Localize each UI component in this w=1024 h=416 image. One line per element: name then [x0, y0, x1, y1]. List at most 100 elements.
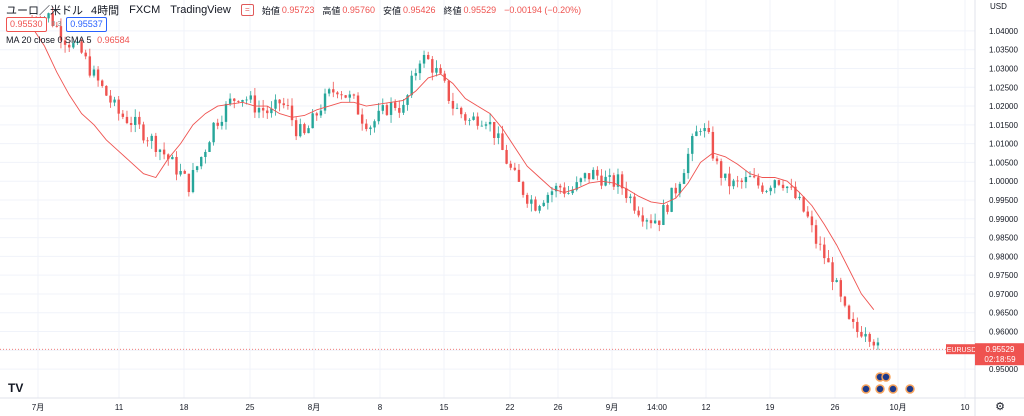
price-tick-label: 0.99500 [989, 196, 1018, 205]
candle [868, 332, 871, 347]
candle [63, 36, 67, 53]
trade-buttons: 0.95530 0.3 0.95537 [6, 17, 107, 32]
candle [233, 97, 236, 109]
event-marker-icon [881, 372, 891, 382]
candle-body [290, 105, 294, 121]
candle [818, 236, 822, 251]
candle [526, 192, 529, 208]
candle-body [847, 305, 851, 319]
time-axis[interactable]: 7月 11 18 25 8月 8 15 22 26 9月 14:00 12 19 26 10月 10 [32, 403, 970, 412]
candle-body [497, 133, 500, 138]
candle [369, 125, 372, 136]
candle [439, 64, 442, 75]
candle-body [546, 194, 550, 203]
candle-body [360, 114, 364, 124]
settings-gear-icon[interactable]: ⚙ [995, 400, 1005, 413]
interval-label[interactable]: 4時間 [91, 5, 120, 17]
candle [327, 87, 331, 97]
candle-body [167, 154, 170, 160]
candle-body [257, 107, 261, 113]
candle [204, 149, 207, 164]
candle [682, 168, 686, 185]
tradingview-logo[interactable]: TV [8, 381, 24, 395]
candle [604, 170, 607, 187]
candle-body [228, 98, 232, 104]
candle [336, 91, 339, 99]
candle-body [818, 243, 822, 245]
price-tick-label: 1.02500 [989, 83, 1018, 92]
candle-body [839, 280, 843, 297]
candle-body [377, 110, 380, 122]
grid [0, 0, 975, 398]
candle-body [509, 163, 512, 168]
candle-body [365, 123, 368, 130]
symbol-label[interactable]: ユーロ／米ドル [6, 5, 83, 17]
candle [567, 185, 570, 195]
candle-body [781, 184, 785, 189]
candle [59, 18, 63, 49]
candle [290, 98, 294, 127]
candle [381, 98, 384, 115]
candle [563, 182, 566, 198]
price-tick-label: 0.98500 [989, 234, 1018, 243]
candle [765, 189, 768, 194]
candle [84, 49, 87, 60]
candle [608, 168, 611, 185]
candle-body [608, 175, 611, 177]
candle-body [554, 185, 558, 192]
candle-body [600, 175, 603, 186]
candle-body [179, 170, 182, 175]
candle [92, 65, 96, 78]
candle-body [402, 104, 405, 113]
candle-body [138, 116, 141, 125]
candle [538, 204, 541, 214]
candle-body [579, 178, 583, 183]
indicator-legend[interactable]: MA 20 close 0 SMA 5 0.96584 [6, 35, 130, 45]
candle [724, 173, 727, 181]
candle-body [567, 193, 570, 194]
time-tick-label: 11 [115, 403, 124, 412]
candle [876, 337, 880, 350]
candle [719, 158, 723, 186]
candle-body [674, 187, 677, 194]
candle [241, 99, 244, 107]
candle-body [645, 220, 649, 222]
candle [315, 111, 318, 121]
candle-body [84, 52, 87, 57]
candle [418, 60, 422, 80]
candle [864, 327, 867, 343]
price-tick-label: 1.04000 [989, 27, 1018, 36]
candle-body [521, 181, 525, 195]
candle-body [707, 127, 710, 132]
candle [678, 181, 682, 198]
candle [348, 90, 351, 103]
candle-body [563, 187, 566, 194]
candle-body [868, 333, 871, 342]
indicator-value: 0.96584 [97, 35, 130, 45]
candle-body [146, 140, 149, 142]
candle-body [117, 99, 120, 114]
time-tick-label: 8月 [308, 403, 320, 412]
candle-body [389, 102, 393, 115]
candle [645, 218, 649, 230]
equals-icon[interactable]: = [240, 4, 254, 16]
candle [447, 80, 451, 104]
candle-body [410, 75, 413, 96]
candle-body [740, 180, 743, 183]
buy-button[interactable]: 0.95537 [66, 17, 107, 32]
candle [191, 163, 195, 194]
candle-body [827, 258, 830, 263]
candle [266, 106, 269, 119]
candle [138, 111, 141, 130]
sell-button[interactable]: 0.95530 [6, 17, 47, 32]
candle-body [72, 43, 75, 48]
candle [468, 118, 471, 126]
candle-body [55, 25, 59, 27]
candle [393, 99, 397, 111]
candle-body [695, 131, 698, 137]
candle [344, 95, 347, 99]
candle [340, 90, 343, 100]
